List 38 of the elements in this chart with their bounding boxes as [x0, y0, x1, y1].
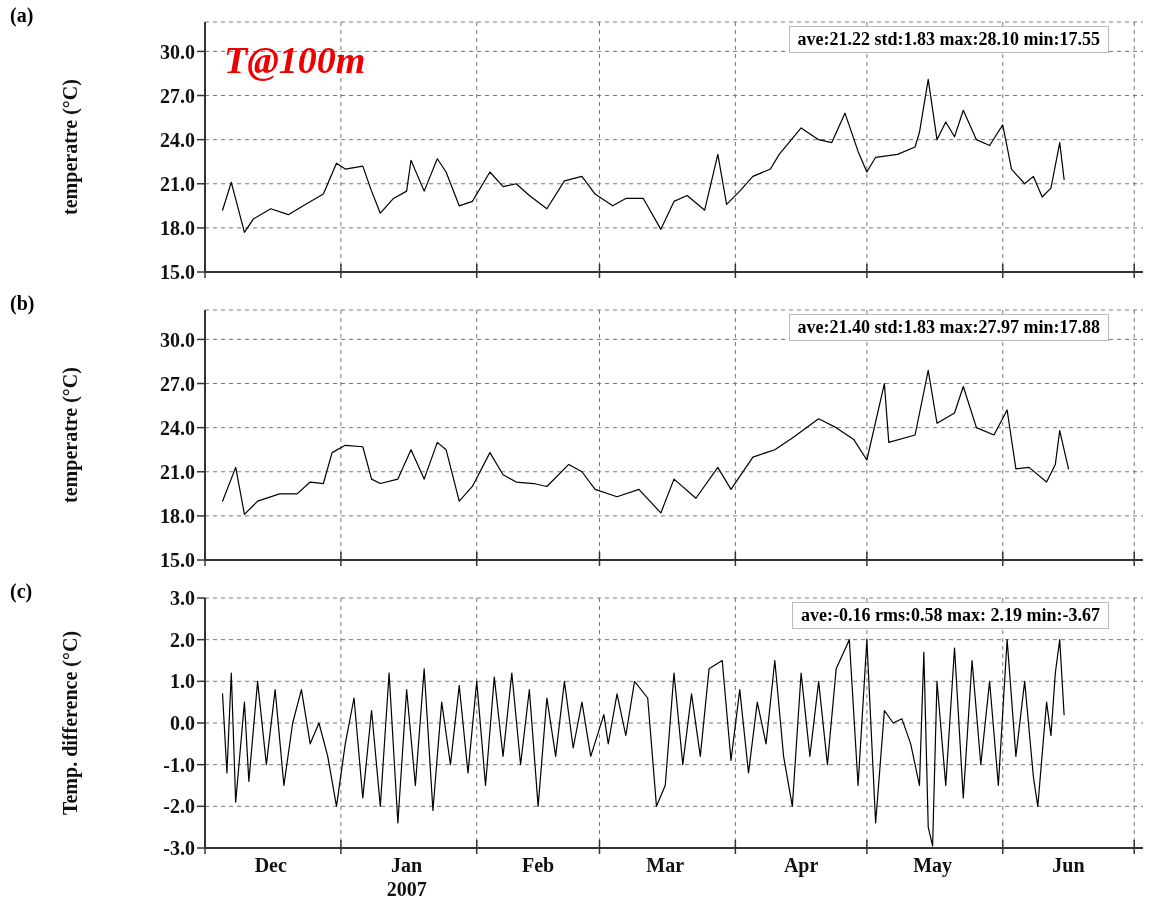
- annotation: ave:-0.16 rms:0.58 max: 2.19 min:-3.67: [792, 602, 1109, 629]
- x-tick-label: Feb: [522, 854, 555, 876]
- y-tick-label: -3.0: [163, 837, 195, 860]
- y-tick-label: 18.0: [160, 504, 195, 527]
- y-tick-label: 30.0: [160, 40, 195, 63]
- annotation: ave:21.22 std:1.83 max:28.10 min:17.55: [788, 26, 1109, 53]
- y-tick-label: 24.0: [160, 128, 195, 151]
- line-series: [221, 639, 1065, 847]
- y-tick-label: 21.0: [160, 172, 195, 195]
- y-tick-label: 21.0: [160, 460, 195, 483]
- y-tick-label: -2.0: [163, 795, 195, 818]
- x-tick-label: Apr: [783, 854, 819, 877]
- y-tick-label: -1.0: [163, 753, 195, 776]
- text: (c): [10, 580, 33, 603]
- y-tick-label: 3.0: [170, 587, 195, 610]
- y-tick-label: 18.0: [160, 216, 195, 239]
- x-tick-label: Jan 2007: [386, 854, 427, 900]
- y-tick-label: 27.0: [160, 372, 195, 395]
- annotation: T@100m: [224, 38, 366, 82]
- y-tick-label: 0.0: [170, 712, 195, 735]
- y-axis-title: Temp. difference (°C): [59, 630, 83, 816]
- x-tick-label: Dec: [254, 854, 287, 876]
- y-tick-label: 15.0: [160, 549, 195, 572]
- x-tick-label: Mar: [646, 854, 685, 876]
- y-tick-label: 30.0: [160, 328, 195, 351]
- annotation: ave:21.40 std:1.83 max:27.97 min:17.88: [788, 314, 1109, 341]
- x-tick-label: May: [913, 854, 953, 877]
- x-tick-label: Jun: [1052, 854, 1085, 876]
- text: (b): [10, 292, 35, 315]
- y-tick-label: 24.0: [160, 416, 195, 439]
- y-axis-title: temperatre (°C): [59, 79, 83, 215]
- y-axis-title: temperatre (°C): [59, 367, 83, 503]
- y-tick-label: 15.0: [160, 261, 195, 284]
- y-tick-label: 27.0: [160, 84, 195, 107]
- y-tick-label: 2.0: [170, 628, 195, 651]
- line-series: [221, 369, 1070, 516]
- y-tick-label: 1.0: [170, 670, 195, 693]
- text: (a): [10, 4, 34, 27]
